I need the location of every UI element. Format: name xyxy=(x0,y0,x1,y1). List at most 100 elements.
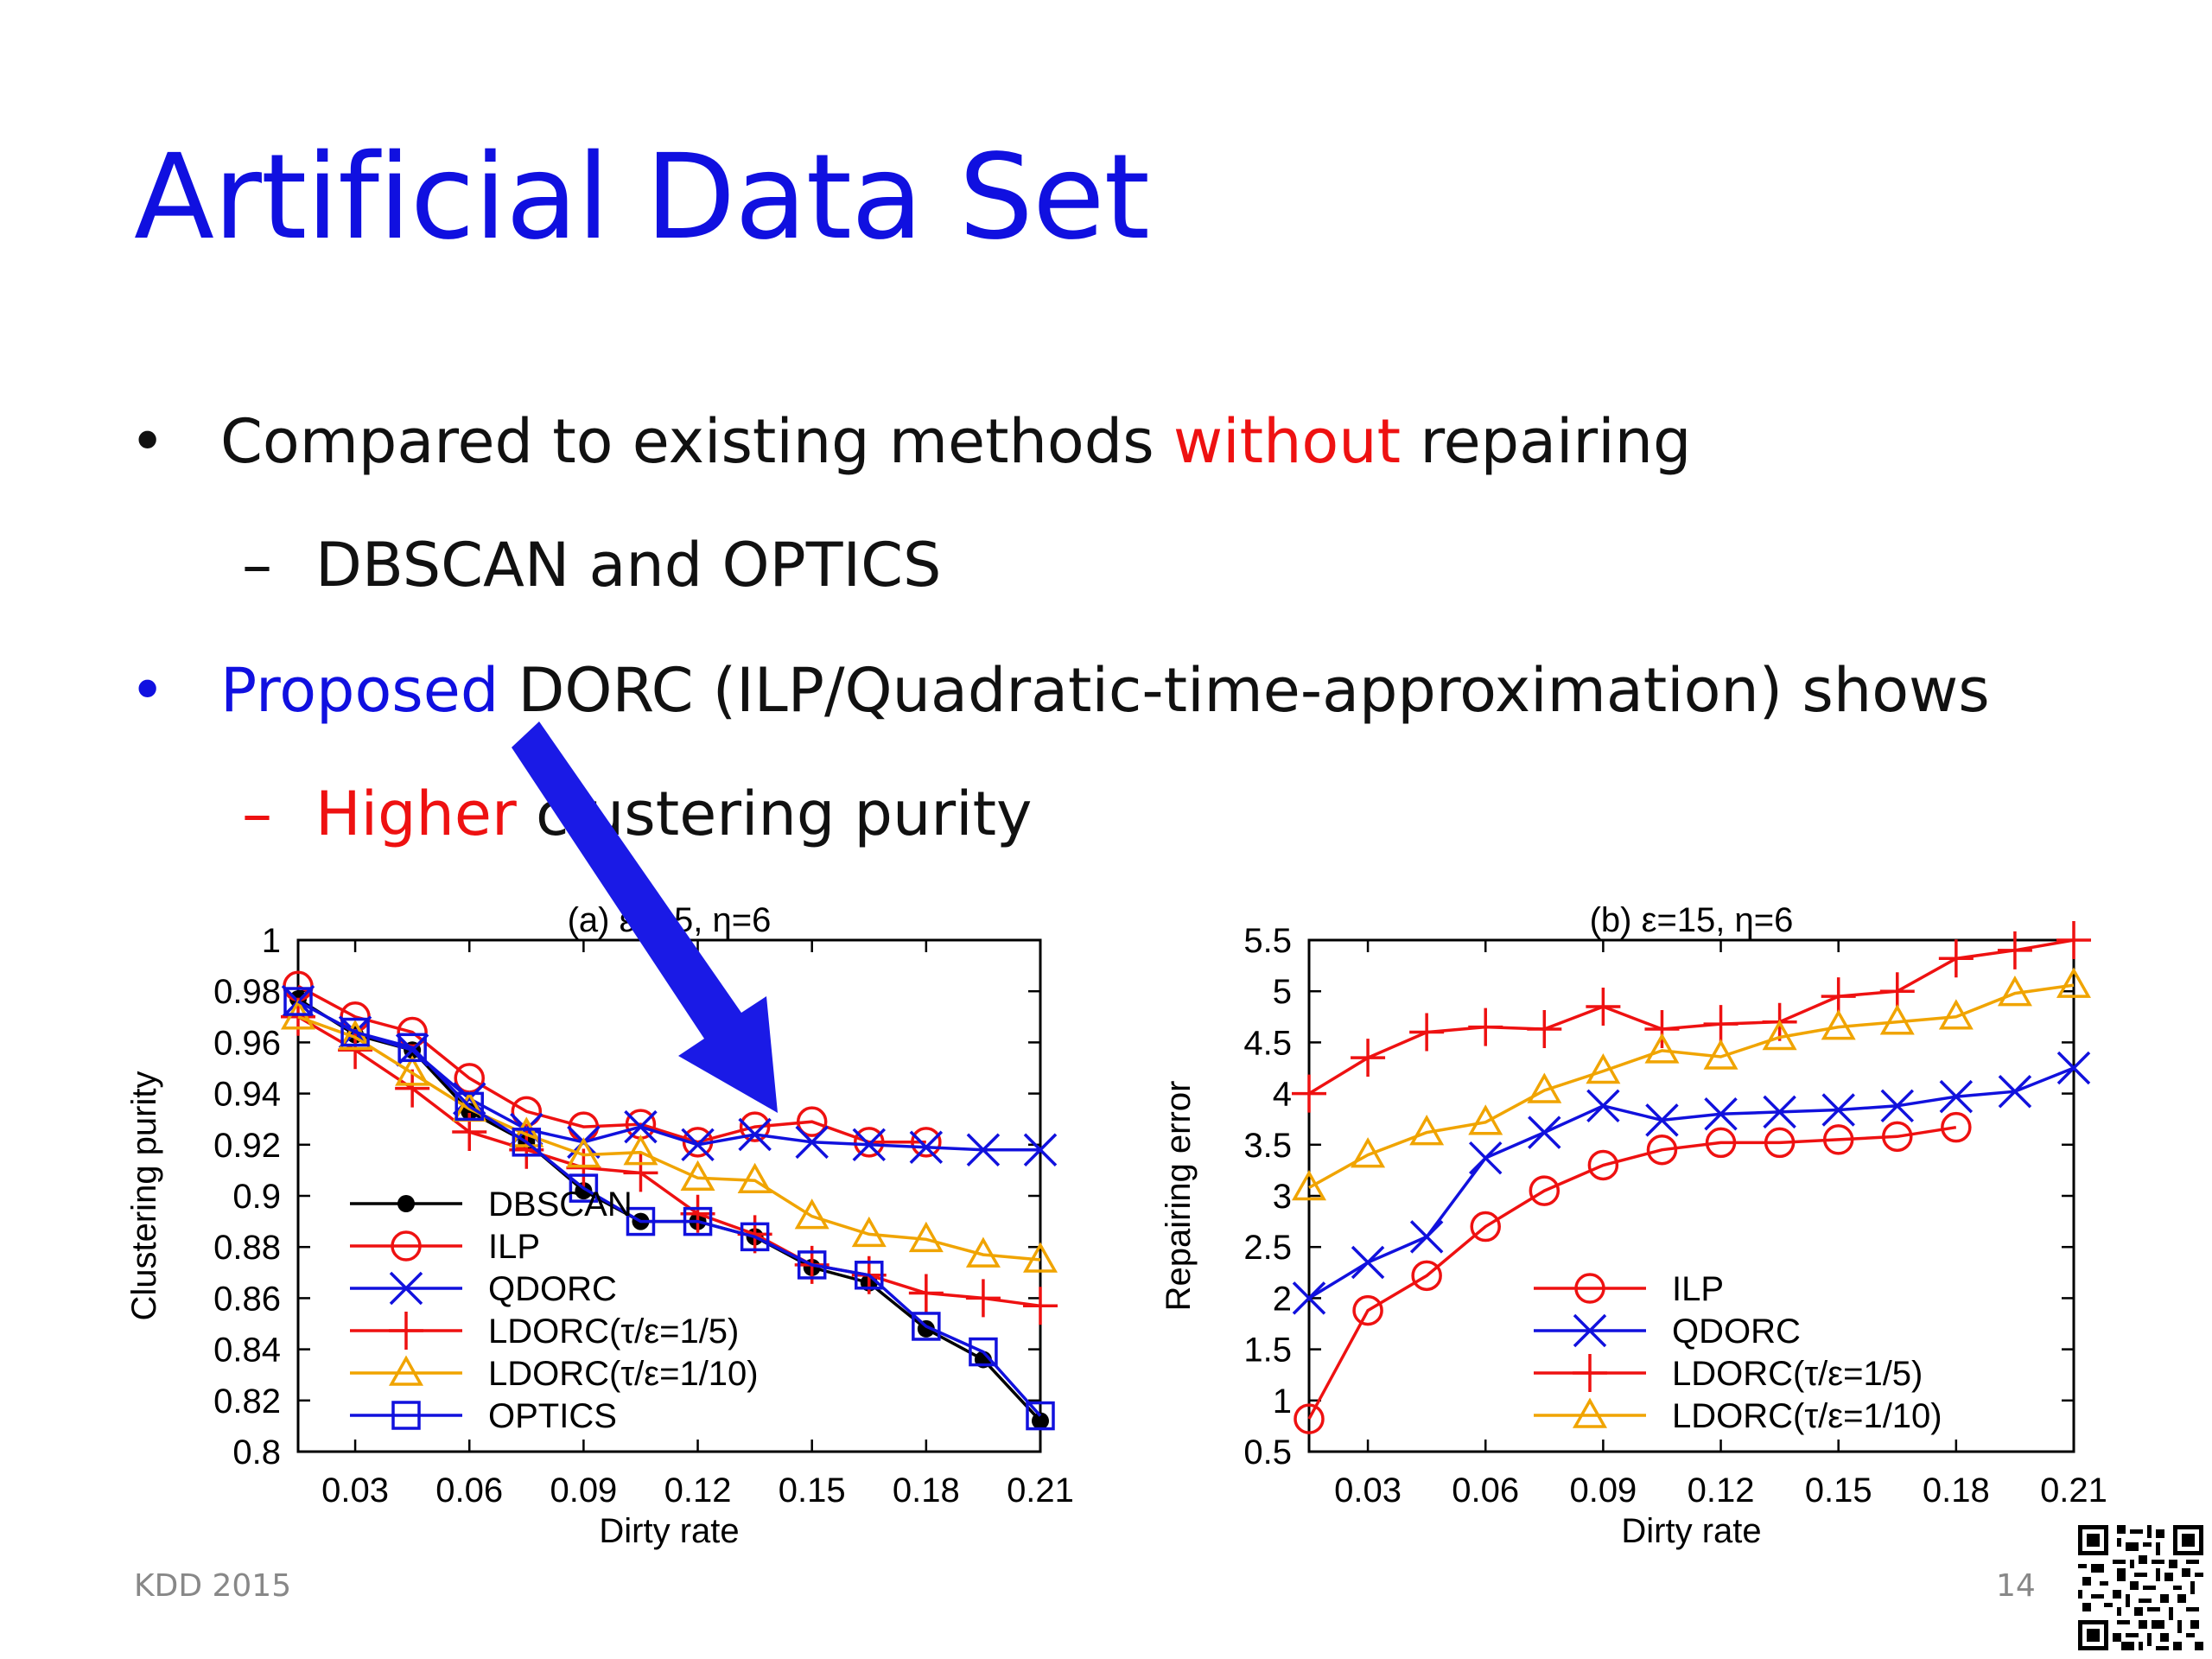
y-tick-label: 1.5 xyxy=(1243,1332,1292,1370)
data-point xyxy=(1409,1220,1444,1254)
data-point xyxy=(911,1127,942,1158)
legend-marker xyxy=(397,1195,415,1212)
series-1 xyxy=(1292,1051,2091,1315)
x-tick-label: 0.09 xyxy=(1569,1471,1637,1510)
data-point xyxy=(452,1082,486,1116)
y-tick-label: 0.86 xyxy=(213,1280,281,1318)
y-tick-label: 0.8 xyxy=(232,1433,281,1471)
data-point xyxy=(1527,1072,1562,1103)
page-number: 14 xyxy=(1996,1568,2036,1604)
series-1 xyxy=(283,970,942,1158)
slide-title: Artificial Data Set xyxy=(134,130,1150,266)
legend-label: LDORC(τ/ε=1/10) xyxy=(488,1355,759,1393)
chart-title: (b) ε=15, η=6 xyxy=(1590,901,1794,939)
y-tick-label: 0.94 xyxy=(213,1076,281,1114)
data-point xyxy=(1411,1260,1442,1292)
series-4 xyxy=(280,999,1058,1273)
data-point xyxy=(1351,1039,1386,1077)
arrow-icon xyxy=(512,721,778,1113)
y-tick-label: 0.9 xyxy=(232,1178,281,1216)
data-point xyxy=(965,1236,1001,1268)
data-point xyxy=(1764,1127,1796,1159)
series-line xyxy=(297,984,926,1144)
data-point xyxy=(908,1221,944,1253)
y-tick-label: 0.98 xyxy=(213,973,281,1011)
data-point xyxy=(965,1279,1001,1318)
y-tick-label: 2 xyxy=(1273,1280,1292,1318)
data-point xyxy=(1646,1134,1678,1166)
data-point xyxy=(738,1117,772,1152)
data-point xyxy=(1997,931,2032,969)
data-point xyxy=(1586,1089,1620,1123)
data-point xyxy=(855,1261,884,1290)
data-point xyxy=(626,1206,656,1236)
data-point xyxy=(1470,1211,1501,1243)
legend-label: DBSCAN xyxy=(488,1185,632,1224)
data-point xyxy=(1822,1124,1854,1155)
data-point xyxy=(740,1222,770,1252)
data-point xyxy=(569,1173,599,1203)
data-point xyxy=(795,1125,829,1160)
legend-label: ILP xyxy=(1672,1270,1724,1308)
data-point xyxy=(1705,1127,1737,1159)
data-point xyxy=(912,1312,941,1341)
data-point xyxy=(511,1096,543,1128)
data-point xyxy=(917,1319,935,1338)
data-point xyxy=(623,1154,658,1192)
data-point xyxy=(1882,1121,1913,1153)
x-tick-label: 0.21 xyxy=(2040,1471,2107,1510)
series-line xyxy=(1307,1125,1957,1420)
legend-marker xyxy=(1572,1397,1608,1428)
data-point xyxy=(624,1109,658,1144)
data-point xyxy=(794,1198,830,1230)
bullet-highlight-without: without xyxy=(1173,406,1402,477)
y-tick-label: 5 xyxy=(1273,973,1292,1011)
legend-label: QDORC xyxy=(488,1270,617,1308)
data-point xyxy=(2056,967,2092,998)
data-point xyxy=(1468,1141,1503,1175)
data-point xyxy=(854,1127,885,1158)
legend-marker xyxy=(1574,1273,1605,1304)
data-point xyxy=(1941,1111,1972,1143)
data-point xyxy=(2056,921,2091,959)
x-tick-label: 0.06 xyxy=(1452,1471,1519,1510)
data-point xyxy=(1351,1137,1386,1168)
y-tick-label: 5.5 xyxy=(1243,922,1292,960)
x-tick-label: 0.09 xyxy=(550,1471,617,1510)
y-tick-label: 3 xyxy=(1273,1178,1292,1216)
data-point xyxy=(1703,1039,1738,1070)
data-point xyxy=(1586,1053,1621,1084)
qr-code-icon xyxy=(2078,1525,2203,1650)
data-point xyxy=(1291,1169,1327,1201)
data-point xyxy=(1938,999,1974,1030)
series-5 xyxy=(283,987,1055,1431)
y-tick-label: 1 xyxy=(1273,1382,1292,1421)
data-point xyxy=(1644,1033,1680,1064)
data-point xyxy=(1468,1104,1503,1135)
bullet-text: repairing xyxy=(1401,406,1692,477)
data-point xyxy=(1032,1412,1049,1430)
bullet-item: • Compared to existing methods without re… xyxy=(130,406,1691,477)
data-point xyxy=(680,1160,715,1192)
y-tick-label: 3.5 xyxy=(1243,1127,1292,1165)
data-point xyxy=(909,1130,944,1164)
data-point xyxy=(966,1133,1001,1166)
y-axis-label: Clustering purity xyxy=(125,1071,163,1320)
bullet-marker: • xyxy=(130,406,166,477)
data-point xyxy=(283,987,313,1016)
data-point xyxy=(1644,1010,1680,1049)
data-point xyxy=(1645,1103,1679,1137)
data-point xyxy=(1527,1010,1562,1049)
data-point xyxy=(681,1128,715,1162)
y-tick-label: 0.82 xyxy=(213,1382,281,1421)
data-point xyxy=(1294,1403,1325,1434)
legend-label: QDORC xyxy=(1672,1313,1801,1351)
legend-marker xyxy=(391,1401,421,1430)
y-tick-label: 1 xyxy=(262,922,281,960)
sub-bullet-highlight-higher: Higher xyxy=(315,779,517,849)
y-tick-label: 0.96 xyxy=(213,1024,281,1062)
legend-marker xyxy=(389,1312,423,1350)
data-point xyxy=(1998,1074,2032,1109)
sub-bullet-marker: – xyxy=(242,779,272,849)
